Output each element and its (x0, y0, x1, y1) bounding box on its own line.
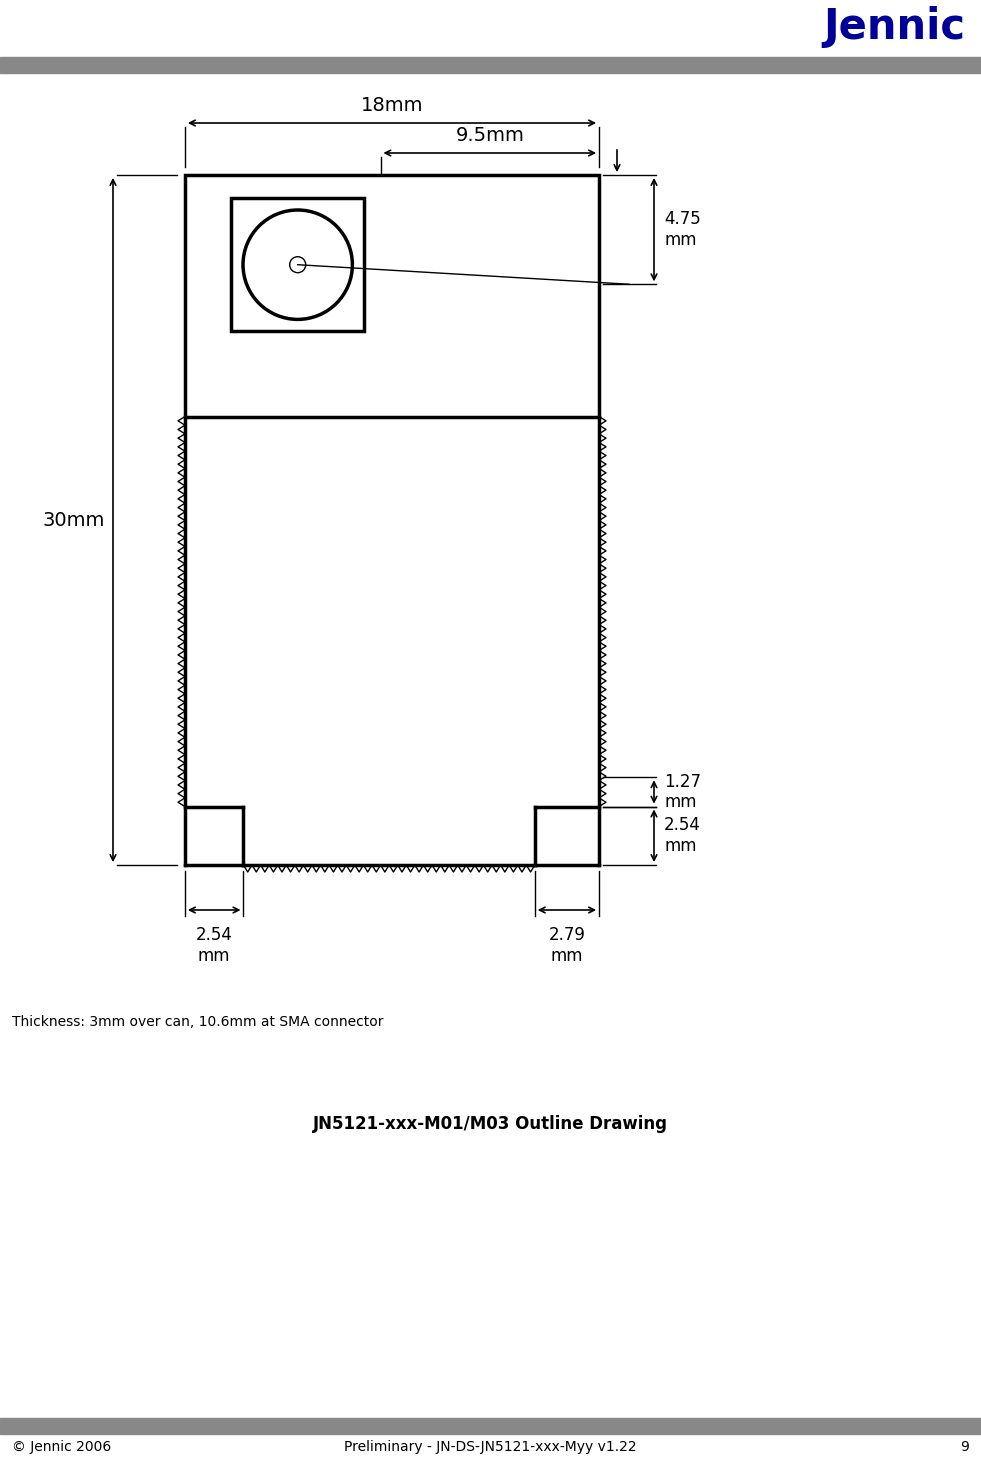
Text: 2.54
mm: 2.54 mm (664, 817, 700, 855)
Bar (231, 199, 364, 332)
Text: © Jennic 2006: © Jennic 2006 (12, 1441, 111, 1454)
Text: 2.79
mm: 2.79 mm (548, 926, 586, 964)
Text: 18mm: 18mm (361, 96, 423, 115)
Bar (0, 1419, 981, 1435)
Text: 4.75
mm: 4.75 mm (664, 210, 700, 248)
Text: Jennic: Jennic (823, 6, 965, 48)
Bar (0, 57, 981, 73)
Bar (185, 175, 599, 416)
Text: Preliminary - JN-DS-JN5121-xxx-Myy v1.22: Preliminary - JN-DS-JN5121-xxx-Myy v1.22 (343, 1441, 637, 1454)
Text: JN5121-xxx-M01/M03 Outline Drawing: JN5121-xxx-M01/M03 Outline Drawing (313, 1115, 667, 1132)
Text: 9.5mm: 9.5mm (455, 126, 524, 145)
Text: 1.27
mm: 1.27 mm (664, 773, 701, 811)
Text: Thickness: 3mm over can, 10.6mm at SMA connector: Thickness: 3mm over can, 10.6mm at SMA c… (12, 1015, 384, 1029)
Text: 9: 9 (960, 1441, 969, 1454)
Text: 30mm: 30mm (42, 510, 105, 529)
Text: 2.54
mm: 2.54 mm (196, 926, 232, 964)
